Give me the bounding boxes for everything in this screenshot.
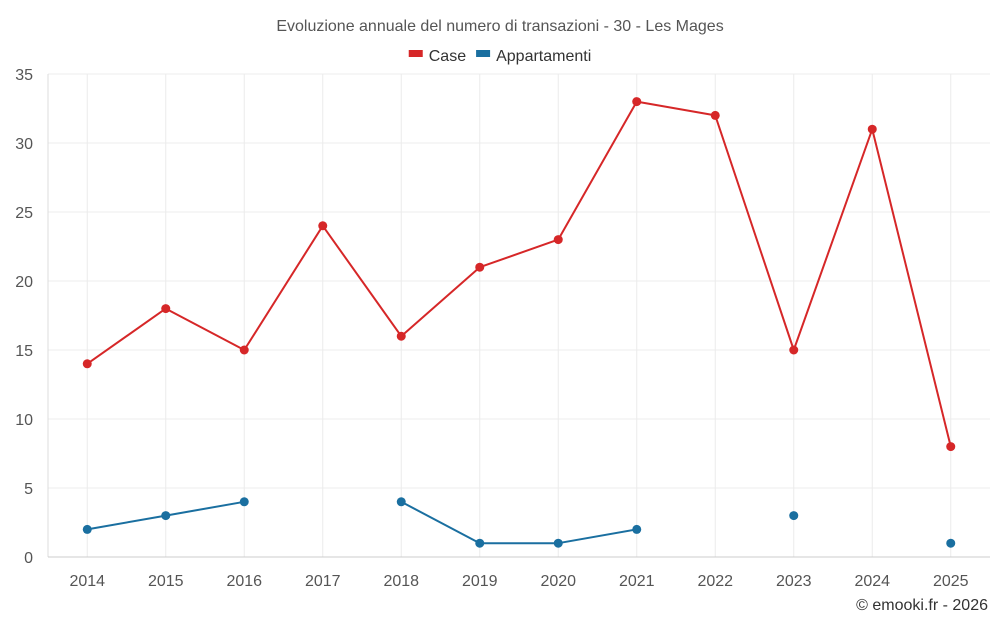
x-tick-label: 2023 [776, 573, 812, 590]
data-point[interactable] [632, 97, 642, 107]
data-point[interactable] [161, 511, 171, 521]
x-tick-label: 2020 [540, 573, 576, 590]
x-axis: 2014 2015 2016 2017 2018 2019 2020 2021 2022 2023… [69, 573, 968, 590]
y-tick-label: 10 [15, 412, 33, 429]
data-point[interactable] [553, 235, 563, 245]
y-tick-label: 0 [24, 550, 33, 567]
series-line [86, 100, 952, 447]
y-tick-label: 20 [15, 274, 33, 291]
data-point[interactable] [475, 262, 485, 272]
series-case [82, 97, 956, 452]
series-line [400, 500, 637, 545]
data-point[interactable] [82, 524, 92, 534]
legend-label: Case [429, 48, 466, 65]
credit-text: © emooki.fr - 2026 [856, 597, 988, 614]
x-tick-label: 2018 [383, 573, 419, 590]
x-tick-label: 2016 [226, 573, 262, 590]
data-point[interactable] [789, 511, 799, 521]
y-tick-label: 25 [15, 205, 33, 222]
data-point[interactable] [161, 304, 171, 314]
data-point[interactable] [82, 359, 92, 369]
data-point[interactable] [475, 538, 485, 548]
y-tick-label: 30 [15, 136, 33, 153]
x-tick-label: 2025 [933, 573, 969, 590]
y-tick-label: 5 [24, 481, 33, 498]
grid [47, 73, 990, 558]
chart-title: Evoluzione annuale del numero di transaz… [276, 18, 723, 35]
data-point[interactable] [396, 497, 406, 507]
data-point[interactable] [396, 331, 406, 341]
legend-item-appartamenti[interactable]: Appartamenti [476, 48, 591, 65]
y-tick-label: 15 [15, 343, 33, 360]
legend: Case Appartamenti [408, 48, 591, 65]
legend-item-case[interactable]: Case [408, 48, 466, 65]
x-tick-label: 2022 [697, 573, 733, 590]
x-tick-label: 2014 [69, 573, 105, 590]
data-point[interactable] [239, 497, 249, 507]
x-tick-label: 2024 [854, 573, 890, 590]
data-point[interactable] [632, 524, 642, 534]
data-point[interactable] [867, 124, 877, 134]
x-tick-label: 2017 [305, 573, 341, 590]
x-tick-label: 2015 [148, 573, 184, 590]
series-appartamenti [82, 497, 956, 548]
data-point[interactable] [946, 442, 956, 452]
series-layer [82, 97, 956, 548]
legend-swatch [408, 50, 423, 57]
legend-swatch [476, 50, 491, 57]
data-point[interactable] [553, 538, 563, 548]
x-tick-label: 2019 [462, 573, 498, 590]
data-point[interactable] [239, 345, 249, 355]
data-point[interactable] [946, 538, 956, 548]
data-point[interactable] [710, 110, 720, 120]
data-point[interactable] [789, 345, 799, 355]
data-point[interactable] [318, 221, 328, 231]
legend-label: Appartamenti [496, 48, 591, 65]
y-axis: 0 5 10 15 20 25 30 35 [15, 67, 33, 567]
x-tick-label: 2021 [619, 573, 655, 590]
y-tick-label: 35 [15, 67, 33, 84]
